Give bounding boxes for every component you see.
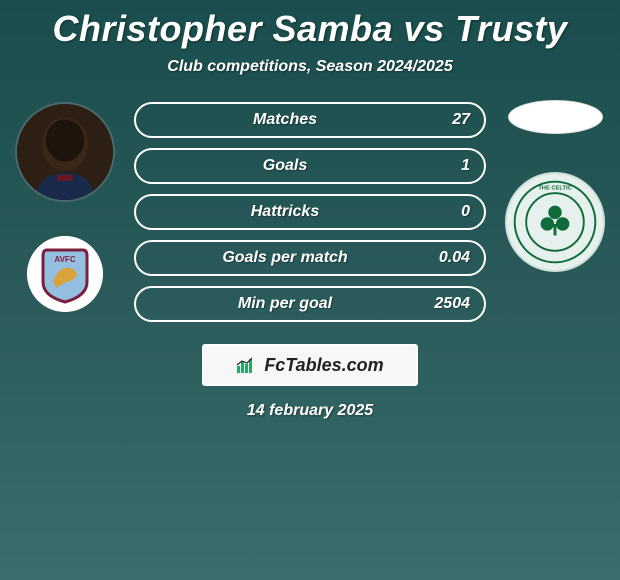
stat-label: Min per goal — [150, 295, 420, 313]
stat-right-value: 0 — [420, 203, 470, 221]
stat-row-matches: Matches 27 — [134, 102, 486, 138]
player-right-photo — [508, 100, 603, 134]
page-title: Christopher Samba vs Trusty — [53, 8, 568, 50]
fctables-logo-text: FcTables.com — [264, 355, 383, 376]
player-silhouette-icon — [17, 104, 113, 200]
stats-column: Matches 27 Goals 1 Hattricks 0 Goals per… — [130, 102, 490, 322]
celtic-crest-icon: THE CELTIC — [507, 172, 603, 272]
stat-right-value: 27 — [420, 111, 470, 129]
stat-right-value: 2504 — [420, 295, 470, 313]
infographic-container: Christopher Samba vs Trusty Club competi… — [0, 0, 620, 420]
comparison-row: AVFC Matches 27 Goals 1 Hattricks 0 — [0, 102, 620, 322]
player-right-club-crest: THE CELTIC — [505, 172, 605, 272]
player-right-column: THE CELTIC — [490, 102, 620, 272]
aston-villa-crest-icon: AVFC — [27, 236, 103, 312]
stat-label: Matches — [150, 111, 420, 129]
svg-text:THE CELTIC: THE CELTIC — [538, 185, 571, 191]
stat-label: Goals — [150, 157, 420, 175]
stat-right-value: 1 — [420, 157, 470, 175]
stat-row-goals: Goals 1 — [134, 148, 486, 184]
bar-chart-icon — [236, 356, 258, 374]
stat-row-goals-per-match: Goals per match 0.04 — [134, 240, 486, 276]
page-subtitle: Club competitions, Season 2024/2025 — [167, 58, 452, 76]
player-left-column: AVFC — [0, 102, 130, 312]
stat-row-min-per-goal: Min per goal 2504 — [134, 286, 486, 322]
svg-text:AVFC: AVFC — [54, 255, 75, 264]
player-left-club-crest: AVFC — [27, 236, 103, 312]
stat-row-hattricks: Hattricks 0 — [134, 194, 486, 230]
stat-right-value: 0.04 — [420, 249, 470, 267]
stat-label: Hattricks — [150, 203, 420, 221]
fctables-logo: FcTables.com — [202, 344, 418, 386]
stat-label: Goals per match — [150, 249, 420, 267]
player-left-photo — [15, 102, 115, 202]
infographic-date: 14 february 2025 — [247, 402, 373, 420]
